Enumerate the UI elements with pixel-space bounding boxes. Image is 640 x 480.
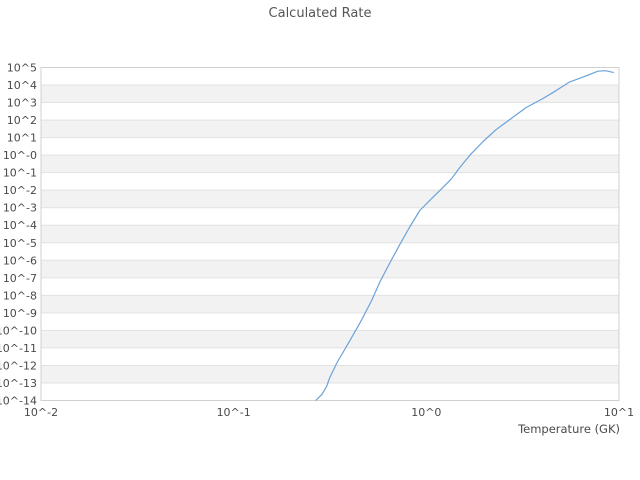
decade-band: [41, 365, 619, 383]
y-tick-label: 10^-6: [3, 254, 37, 267]
decade-band: [41, 330, 619, 348]
y-tick-label: 10^-13: [0, 377, 37, 390]
decade-band: [41, 120, 619, 138]
decade-band: [41, 67, 619, 86]
y-tick-label: 10^-10: [0, 324, 37, 337]
decade-band: [41, 137, 619, 156]
decade-band: [41, 312, 619, 331]
decade-band: [41, 207, 619, 226]
decade-band: [41, 102, 619, 121]
y-tick-label: 10^5: [7, 62, 37, 75]
decade-band: [41, 295, 619, 313]
decade-band: [41, 277, 619, 296]
y-tick-label: 10^1: [7, 132, 37, 145]
y-tick-label: 10^2: [7, 114, 37, 127]
decade-band: [41, 190, 619, 208]
decade-band: [41, 155, 619, 173]
x-tick-label: 10^-1: [217, 406, 251, 419]
y-axis-tick-labels: 10^5 10^4 10^3 10^2 10^1 10^-0 10^-1 10^-2 10^-3…: [0, 62, 37, 408]
decade-band: [41, 85, 619, 103]
y-tick-label: 10^-1: [3, 167, 37, 180]
y-tick-label: 10^-11: [0, 342, 37, 355]
plot-border: [40, 67, 620, 401]
decade-band: [41, 172, 619, 191]
y-tick-label: 10^-0: [3, 149, 37, 162]
y-tick-label: 10^-2: [3, 184, 37, 197]
decade-band: [41, 260, 619, 278]
y-tick-label: 10^-8: [3, 289, 37, 302]
y-tick-label: 10^-5: [3, 237, 37, 250]
y-tick-label: 10^-14: [0, 395, 37, 408]
x-tick-label: 10^-2: [24, 406, 58, 419]
y-tick-label: 10^-12: [0, 359, 37, 372]
y-tick-label: 10^4: [7, 79, 37, 92]
stripe-bands-layer: [41, 67, 619, 401]
rate-curve: [314, 70, 615, 401]
decade-band: [41, 225, 619, 243]
chart-title: Calculated Rate: [269, 6, 372, 21]
decade-band: [41, 382, 619, 401]
decade-band: [41, 347, 619, 366]
y-tick-label: 10^-4: [3, 219, 37, 232]
y-tick-label: 10^-3: [3, 202, 37, 215]
gridlines-layer: [41, 67, 619, 401]
series-layer: [314, 70, 615, 401]
x-axis-tick-labels: 10^-2 10^-1 10^0 10^1: [24, 406, 634, 419]
y-tick-label: 10^-7: [3, 272, 37, 285]
decade-band: [41, 242, 619, 261]
x-tick-label: 10^0: [411, 406, 441, 419]
x-axis-title: Temperature (GK): [517, 422, 620, 436]
x-tick-label: 10^1: [604, 406, 634, 419]
y-tick-label: 10^-9: [3, 307, 37, 320]
y-tick-label: 10^3: [7, 97, 37, 110]
